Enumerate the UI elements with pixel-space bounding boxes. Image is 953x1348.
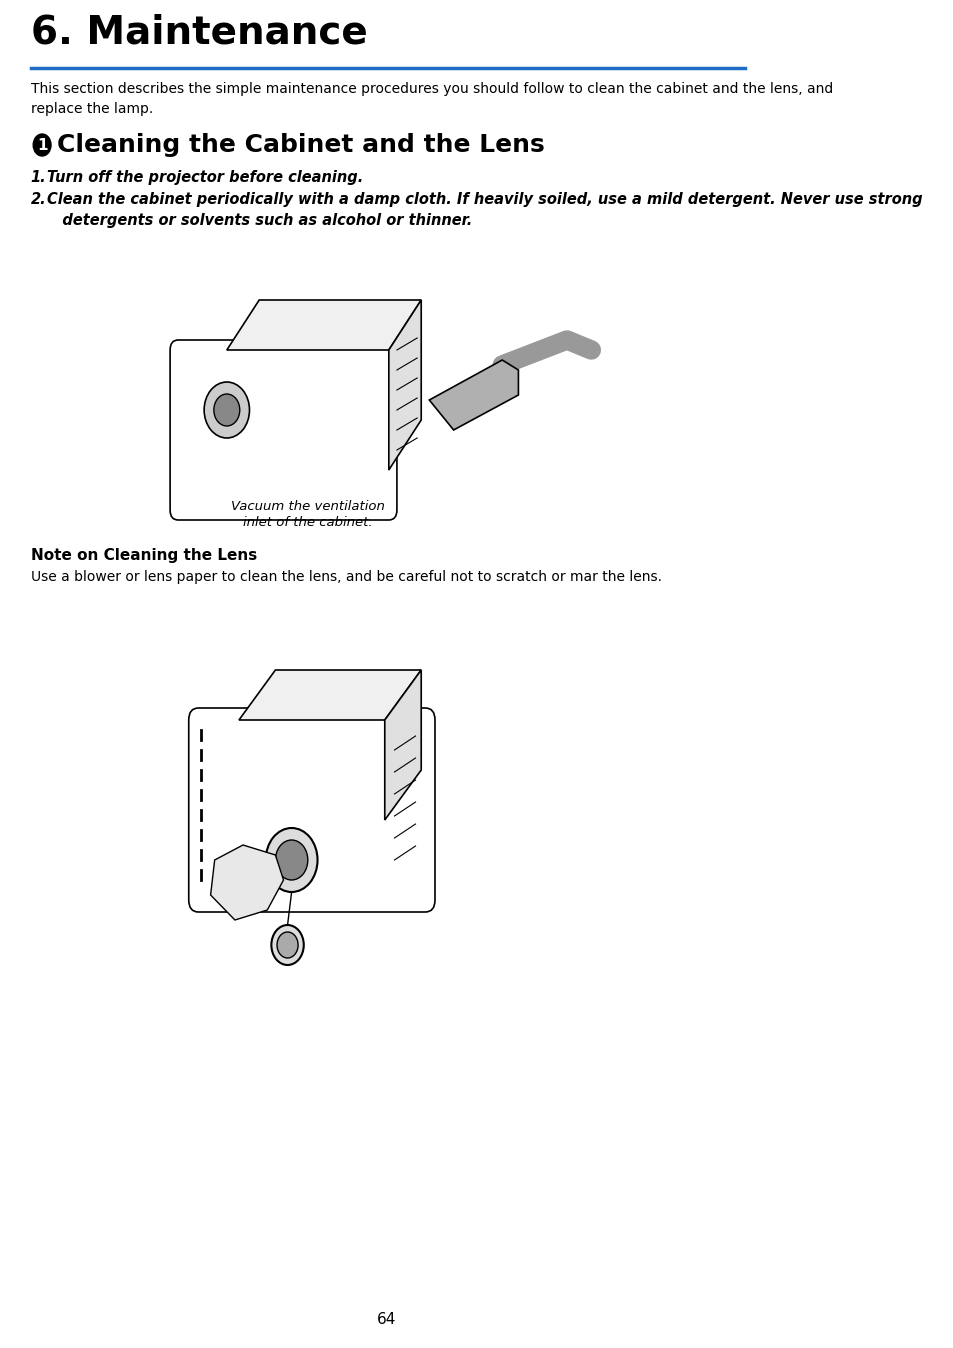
Text: 1.: 1. xyxy=(30,170,47,185)
Text: inlet of the cabinet.: inlet of the cabinet. xyxy=(243,516,373,528)
FancyBboxPatch shape xyxy=(170,340,396,520)
Text: 64: 64 xyxy=(376,1313,395,1328)
FancyBboxPatch shape xyxy=(189,708,435,913)
Text: Turn off the projector before cleaning.: Turn off the projector before cleaning. xyxy=(47,170,363,185)
Circle shape xyxy=(33,133,51,156)
Text: 2.: 2. xyxy=(30,191,47,208)
Polygon shape xyxy=(384,670,421,820)
Circle shape xyxy=(276,931,297,958)
Text: This section describes the simple maintenance procedures you should follow to cl: This section describes the simple mainte… xyxy=(30,82,832,116)
Circle shape xyxy=(204,381,250,438)
Circle shape xyxy=(213,394,239,426)
Polygon shape xyxy=(429,360,517,430)
Text: Clean the cabinet periodically with a damp cloth. If heavily soiled, use a mild : Clean the cabinet periodically with a da… xyxy=(47,191,922,228)
Polygon shape xyxy=(211,845,283,919)
Text: Vacuum the ventilation: Vacuum the ventilation xyxy=(231,500,384,514)
Text: 6. Maintenance: 6. Maintenance xyxy=(30,13,367,53)
Polygon shape xyxy=(238,670,421,720)
Text: Use a blower or lens paper to clean the lens, and be careful not to scratch or m: Use a blower or lens paper to clean the … xyxy=(30,570,661,584)
Circle shape xyxy=(271,925,303,965)
Polygon shape xyxy=(227,301,421,350)
Circle shape xyxy=(266,828,317,892)
Text: 1: 1 xyxy=(37,137,48,152)
Text: Cleaning the Cabinet and the Lens: Cleaning the Cabinet and the Lens xyxy=(56,133,544,156)
Circle shape xyxy=(275,840,308,880)
Polygon shape xyxy=(389,301,421,470)
Text: Note on Cleaning the Lens: Note on Cleaning the Lens xyxy=(30,549,256,563)
